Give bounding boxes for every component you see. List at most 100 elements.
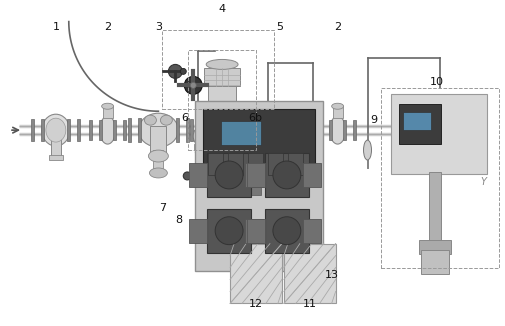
Ellipse shape (206, 59, 237, 69)
Bar (189, 163, 207, 187)
Bar (185, 118, 188, 142)
Bar (391, 94, 486, 174)
Bar (51, 136, 61, 158)
Bar (200, 116, 243, 144)
Bar (199, 119, 203, 141)
Bar (299, 120, 301, 140)
Bar (329, 120, 331, 140)
Bar (247, 153, 263, 175)
Text: 7: 7 (159, 203, 166, 213)
Bar (208, 153, 223, 175)
Bar (302, 163, 320, 187)
Bar (421, 250, 448, 274)
Bar (207, 153, 250, 197)
Text: 10: 10 (429, 77, 443, 87)
Bar (289, 120, 292, 140)
Text: 1: 1 (52, 22, 59, 32)
Bar (221, 121, 261, 145)
Text: 8: 8 (174, 215, 181, 225)
Bar (194, 144, 202, 150)
Text: 2: 2 (104, 22, 111, 32)
Ellipse shape (184, 76, 202, 94)
Ellipse shape (138, 113, 178, 147)
Text: 5: 5 (276, 22, 283, 32)
Bar (189, 119, 192, 141)
Ellipse shape (193, 128, 203, 144)
Bar (283, 244, 335, 304)
Bar (342, 120, 345, 140)
Bar (123, 120, 126, 140)
Ellipse shape (180, 68, 186, 74)
Bar (195, 101, 322, 271)
Bar (265, 153, 308, 197)
Bar (204, 68, 239, 86)
Bar (67, 119, 70, 141)
Text: 6b: 6b (247, 113, 262, 123)
Bar (189, 219, 207, 243)
Bar (150, 126, 166, 154)
Ellipse shape (46, 118, 66, 142)
Ellipse shape (215, 161, 242, 189)
Ellipse shape (102, 103, 113, 109)
Bar (103, 106, 113, 118)
Ellipse shape (144, 115, 156, 125)
Text: 13: 13 (324, 270, 338, 279)
Bar (257, 120, 260, 140)
Bar (319, 120, 322, 140)
Ellipse shape (149, 168, 167, 178)
Bar (267, 120, 270, 140)
Bar (294, 181, 304, 195)
Ellipse shape (168, 65, 182, 78)
Bar (221, 121, 261, 145)
Bar (250, 181, 261, 195)
Ellipse shape (329, 116, 345, 144)
Bar (41, 119, 44, 141)
Ellipse shape (363, 140, 371, 160)
Bar (31, 119, 34, 141)
Text: 11: 11 (302, 299, 316, 309)
Bar (208, 84, 236, 116)
Ellipse shape (42, 114, 70, 146)
Ellipse shape (148, 150, 168, 162)
Ellipse shape (272, 161, 300, 189)
Text: 2: 2 (333, 22, 340, 32)
Bar (113, 120, 116, 140)
Bar (381, 88, 498, 268)
Ellipse shape (268, 117, 290, 143)
Bar (402, 112, 430, 130)
Bar (128, 118, 131, 142)
Bar (162, 30, 273, 109)
Ellipse shape (190, 82, 196, 88)
Ellipse shape (215, 217, 242, 244)
Bar (246, 163, 265, 187)
Bar (99, 120, 102, 140)
Bar (89, 120, 92, 140)
Ellipse shape (183, 172, 191, 180)
Bar (77, 119, 80, 141)
Bar (398, 104, 440, 144)
Text: 3: 3 (155, 22, 162, 32)
Bar (302, 219, 320, 243)
Bar (244, 163, 263, 187)
Bar (230, 244, 281, 304)
Bar (419, 240, 450, 254)
Bar (228, 153, 242, 175)
Text: 4: 4 (218, 4, 225, 14)
Bar (265, 209, 308, 253)
Text: 6: 6 (180, 113, 187, 123)
Bar (246, 219, 265, 243)
Bar (428, 172, 440, 244)
Bar (49, 155, 63, 160)
Bar (244, 219, 263, 243)
Bar (268, 153, 282, 175)
Bar (153, 150, 163, 170)
Bar (264, 144, 271, 150)
Ellipse shape (272, 217, 300, 244)
Bar (207, 209, 250, 253)
Bar (287, 153, 302, 175)
Bar (241, 119, 244, 141)
Bar (138, 118, 141, 142)
Bar (332, 106, 342, 118)
Text: 12: 12 (248, 299, 263, 309)
Ellipse shape (331, 103, 343, 109)
